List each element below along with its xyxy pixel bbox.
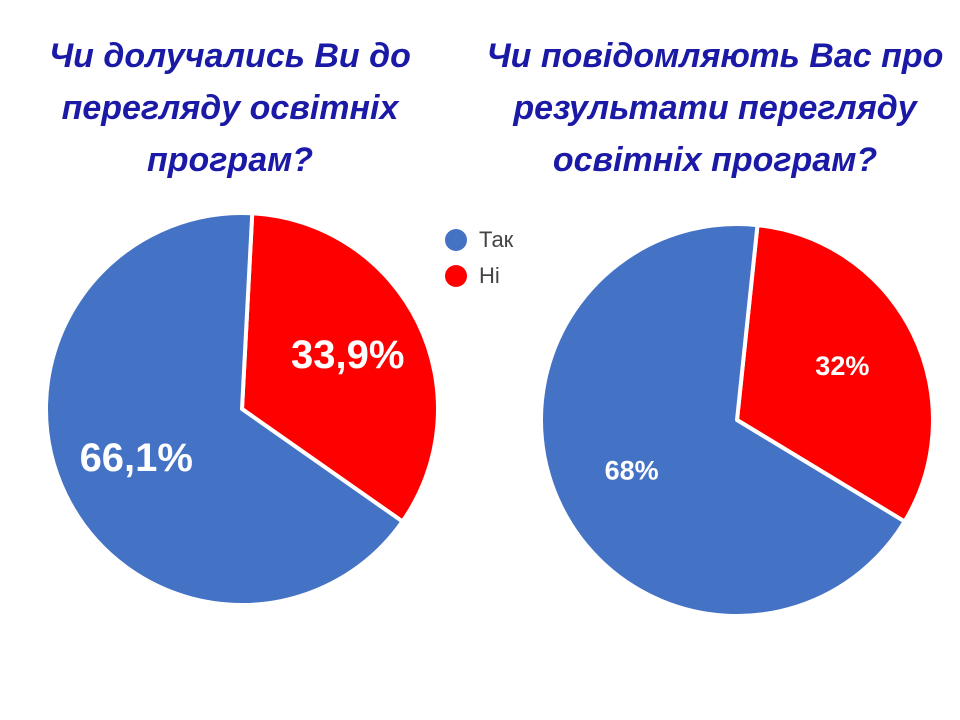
- chart-2-slice-tak: [539, 222, 907, 618]
- chart-1-title-line: програм?: [146, 141, 314, 179]
- chart-2-label-tak: 68%: [605, 455, 659, 485]
- chart-1-label-tak: 66,1%: [80, 436, 193, 480]
- chart-1-label-ni: 33,9%: [291, 333, 404, 377]
- legend-item-tak: Так: [445, 222, 513, 258]
- chart-1-title-line: Чи долучались Ви до: [49, 37, 411, 75]
- chart-2-title-line: освітніх програм?: [552, 141, 878, 179]
- chart-1-slice-ni: [240, 211, 440, 524]
- legend-dot-icon: [445, 265, 467, 287]
- chart-2-title: Чи повідомляють Вас про результати перег…: [475, 30, 955, 186]
- legend-dot-icon: [445, 229, 467, 251]
- legend-item-ni: Ні: [445, 258, 513, 294]
- legend-label: Так: [479, 227, 514, 252]
- chart-2-label-ni: 32%: [815, 351, 869, 381]
- chart-1-slice-tak: [44, 211, 405, 607]
- chart-2-title-line: Чи повідомляють Вас про: [486, 37, 944, 75]
- legend: Так Ні: [445, 222, 513, 294]
- chart-1-title-line: перегляду освітніх: [61, 89, 399, 127]
- chart-2-title-line: результати перегляду: [513, 89, 917, 127]
- chart-1-title: Чи долучались Ви до перегляду освітніх п…: [20, 30, 440, 186]
- legend-label: Ні: [479, 263, 500, 288]
